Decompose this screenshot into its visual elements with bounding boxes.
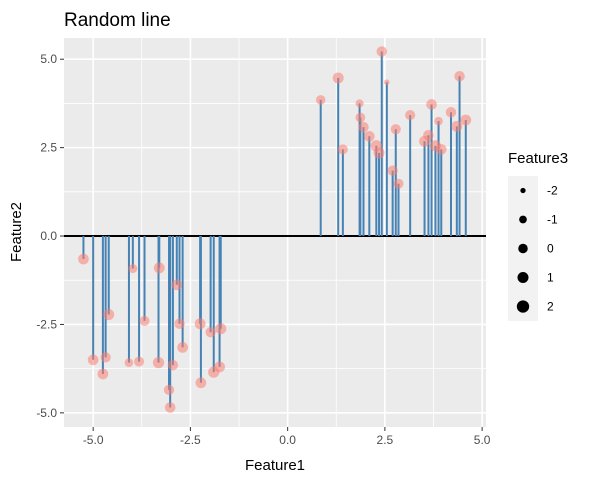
x-tick-label: -5.0 — [83, 433, 104, 447]
data-point — [214, 361, 226, 373]
data-point — [128, 264, 138, 274]
y-tick-label: 2.5 — [40, 141, 57, 155]
data-point — [103, 309, 115, 321]
legend-key-label: -2 — [547, 184, 558, 198]
data-point — [445, 107, 457, 118]
data-point — [87, 354, 99, 366]
legend-key-label: 2 — [547, 300, 554, 314]
data-point — [205, 327, 216, 338]
data-point — [100, 352, 111, 363]
data-point — [177, 342, 188, 353]
data-point — [124, 358, 134, 367]
x-tick-label: 5.0 — [474, 433, 491, 447]
data-point — [78, 253, 89, 265]
legend-title: Feature3 — [508, 150, 568, 167]
data-point — [195, 377, 207, 389]
data-point — [153, 262, 165, 274]
data-point — [163, 384, 175, 396]
data-point — [171, 279, 183, 291]
y-tick-label: 0.0 — [40, 229, 57, 243]
data-point — [332, 72, 344, 84]
data-point — [373, 147, 385, 159]
chart-title: Random line — [64, 10, 171, 31]
y-tick-label: 5.0 — [40, 52, 57, 66]
data-point — [393, 178, 404, 189]
data-point — [194, 318, 206, 330]
legend: Feature3 -2 -1 0 1 2 — [508, 150, 568, 321]
data-point — [355, 112, 366, 123]
data-point — [139, 315, 150, 326]
data-point — [426, 99, 437, 110]
legend-key-label: 1 — [547, 271, 554, 285]
x-tick-label: 2.5 — [377, 433, 394, 447]
points — [78, 46, 472, 413]
data-point — [376, 46, 387, 57]
data-point — [152, 356, 165, 369]
legend-key-label: -1 — [547, 213, 558, 227]
legend-key-symbol — [520, 187, 526, 194]
data-point — [390, 124, 401, 135]
data-point — [134, 356, 145, 367]
data-point — [167, 359, 179, 371]
legend-key-symbol — [518, 243, 528, 254]
data-point — [355, 99, 364, 108]
x-axis-ticks: -5.0 -2.5 0.0 2.5 5.0 — [83, 427, 491, 447]
data-point — [454, 70, 465, 82]
y-tick-label: -2.5 — [36, 317, 57, 331]
data-point — [363, 130, 375, 142]
data-point — [451, 120, 463, 132]
y-axis-title: Feature2 — [8, 202, 25, 262]
legend-key-symbol — [519, 215, 527, 224]
legend-key-symbol — [517, 271, 529, 284]
data-point — [387, 165, 398, 176]
data-point — [174, 318, 185, 329]
data-point — [435, 144, 447, 155]
data-point — [315, 95, 326, 105]
x-tick-label: -2.5 — [180, 433, 201, 447]
data-point — [423, 129, 434, 141]
data-point — [337, 144, 348, 155]
legend-key-symbol — [516, 300, 530, 313]
x-tick-label: 0.0 — [279, 433, 296, 447]
y-axis-ticks: -5.0 -2.5 0.0 2.5 5.0 — [36, 52, 64, 420]
data-point — [358, 121, 369, 133]
legend-key-label: 0 — [547, 242, 554, 256]
data-point — [460, 114, 472, 126]
data-point — [97, 368, 109, 380]
data-point — [164, 402, 176, 413]
data-point — [384, 79, 390, 85]
y-tick-label: -5.0 — [36, 406, 57, 420]
legend-keys: -2 -1 0 1 2 — [508, 176, 558, 321]
data-point — [434, 116, 443, 126]
x-axis-title: Feature1 — [245, 457, 305, 474]
data-point — [215, 323, 227, 335]
data-point — [405, 110, 416, 121]
